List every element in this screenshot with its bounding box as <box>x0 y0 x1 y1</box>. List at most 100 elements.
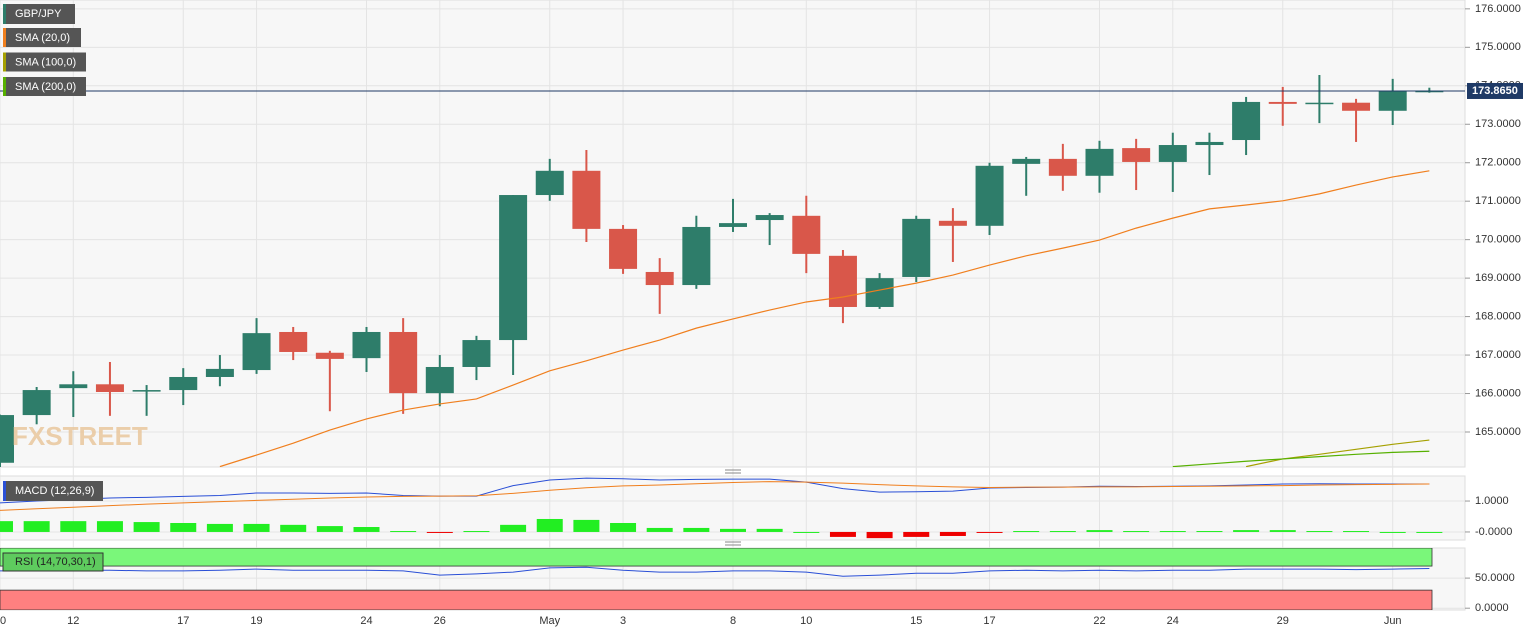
histogram-bar <box>939 531 966 536</box>
histogram-bar <box>280 524 307 532</box>
legend-label: SMA (20,0) <box>15 32 70 44</box>
histogram-bar <box>1013 531 1040 533</box>
y-tick-label: 169.0000 <box>1475 272 1521 284</box>
histogram-bar <box>426 531 453 533</box>
x-tick-label: May <box>539 615 560 627</box>
x-tick-label: 3 <box>620 615 626 627</box>
histogram-bar <box>316 526 343 532</box>
candle-body <box>242 333 271 371</box>
candle-body <box>205 368 234 377</box>
histogram-bar <box>353 527 380 532</box>
y-tick-label: 170.0000 <box>1475 234 1521 246</box>
candle-body <box>609 228 638 269</box>
histogram-bar <box>536 518 563 532</box>
price-tag <box>1467 82 1523 99</box>
candle-body <box>975 165 1004 226</box>
legend-box <box>3 52 86 72</box>
candle-body <box>0 415 14 463</box>
x-tick-label: 26 <box>434 615 446 627</box>
histogram-bar <box>243 523 270 532</box>
candle-body <box>1342 102 1371 111</box>
histogram-bar <box>60 521 87 532</box>
histogram-bar <box>646 527 673 532</box>
histogram-bar <box>903 531 930 537</box>
candle-body <box>95 384 124 392</box>
legend-label: RSI (14,70,30,1) <box>15 556 96 568</box>
histogram-bar <box>720 528 746 532</box>
x-tick-label: 10 <box>800 615 812 627</box>
histogram-bar <box>170 522 197 532</box>
candle-body <box>1268 101 1297 104</box>
legend-swatch <box>3 481 6 501</box>
line <box>0 566 1430 577</box>
candle-body <box>865 278 894 307</box>
x-tick-label: 19 <box>250 615 262 627</box>
histogram-bar <box>1196 531 1223 533</box>
x-tick-label: 24 <box>1167 615 1179 627</box>
legend-label: SMA (100,0) <box>15 56 76 68</box>
histogram-bar <box>1379 531 1406 533</box>
line <box>0 481 1430 511</box>
candle-body <box>1232 101 1261 141</box>
candle-body <box>22 390 51 416</box>
x-tick-label: 15 <box>910 615 922 627</box>
candle-body <box>902 218 931 277</box>
legend-label: MACD (12,26,9) <box>15 485 94 497</box>
candle-body <box>1048 158 1077 176</box>
histogram-bar <box>1233 530 1260 532</box>
legend-swatch <box>3 77 6 96</box>
candle-body <box>1158 145 1187 162</box>
x-tick-label: 22 <box>1093 615 1105 627</box>
price-label: 173.8650 <box>1472 85 1518 97</box>
candle-body <box>1085 148 1114 176</box>
candle-body <box>938 220 967 226</box>
line <box>219 170 1430 467</box>
x-tick-label: 29 <box>1277 615 1289 627</box>
candle-body <box>315 352 344 359</box>
histogram-bar <box>1049 531 1076 533</box>
panel-handle <box>725 469 741 546</box>
candle-body <box>132 390 161 392</box>
candle-body <box>1195 141 1224 146</box>
legend-box <box>3 77 86 96</box>
candle-body <box>645 271 674 286</box>
candle-body <box>572 170 601 229</box>
histogram-bar <box>133 522 160 532</box>
candle-body <box>169 376 198 391</box>
line <box>1245 439 1430 467</box>
legend-box <box>2 552 104 572</box>
histogram-bar <box>0 521 13 532</box>
histogram-bar <box>463 531 490 533</box>
histogram-bar <box>1269 530 1296 532</box>
histogram-bar <box>793 531 820 533</box>
candle-body <box>792 215 821 254</box>
y-tick-label: 166.0000 <box>1475 387 1521 399</box>
candle-body <box>462 340 491 367</box>
zone <box>0 548 1433 567</box>
y-tick-label: -0.0000 <box>1475 526 1512 538</box>
candle-body <box>59 384 88 389</box>
x-tick-label: Jun <box>1384 615 1402 627</box>
watermark: FXSTREET <box>12 421 148 451</box>
candle-body <box>425 366 454 394</box>
histogram-bar <box>573 519 600 532</box>
candle-body <box>389 331 418 394</box>
legend-box <box>3 4 75 24</box>
histogram-bar <box>866 531 893 539</box>
legend-label: SMA (200,0) <box>15 81 76 93</box>
candle-body <box>828 255 857 307</box>
legend-swatch <box>3 52 6 72</box>
x-tick-label: 10 <box>0 615 6 627</box>
y-tick-label: 168.0000 <box>1475 310 1521 322</box>
candle-body <box>535 170 564 196</box>
histogram-bar <box>1343 531 1370 533</box>
histogram-bar <box>500 524 527 532</box>
legend-swatch <box>3 28 6 47</box>
histogram-bar <box>23 521 50 532</box>
legend-swatch <box>3 4 6 24</box>
zone <box>0 589 1433 610</box>
candle-body <box>682 226 711 286</box>
histogram-bar <box>1086 530 1113 532</box>
histogram-bar <box>390 531 417 533</box>
